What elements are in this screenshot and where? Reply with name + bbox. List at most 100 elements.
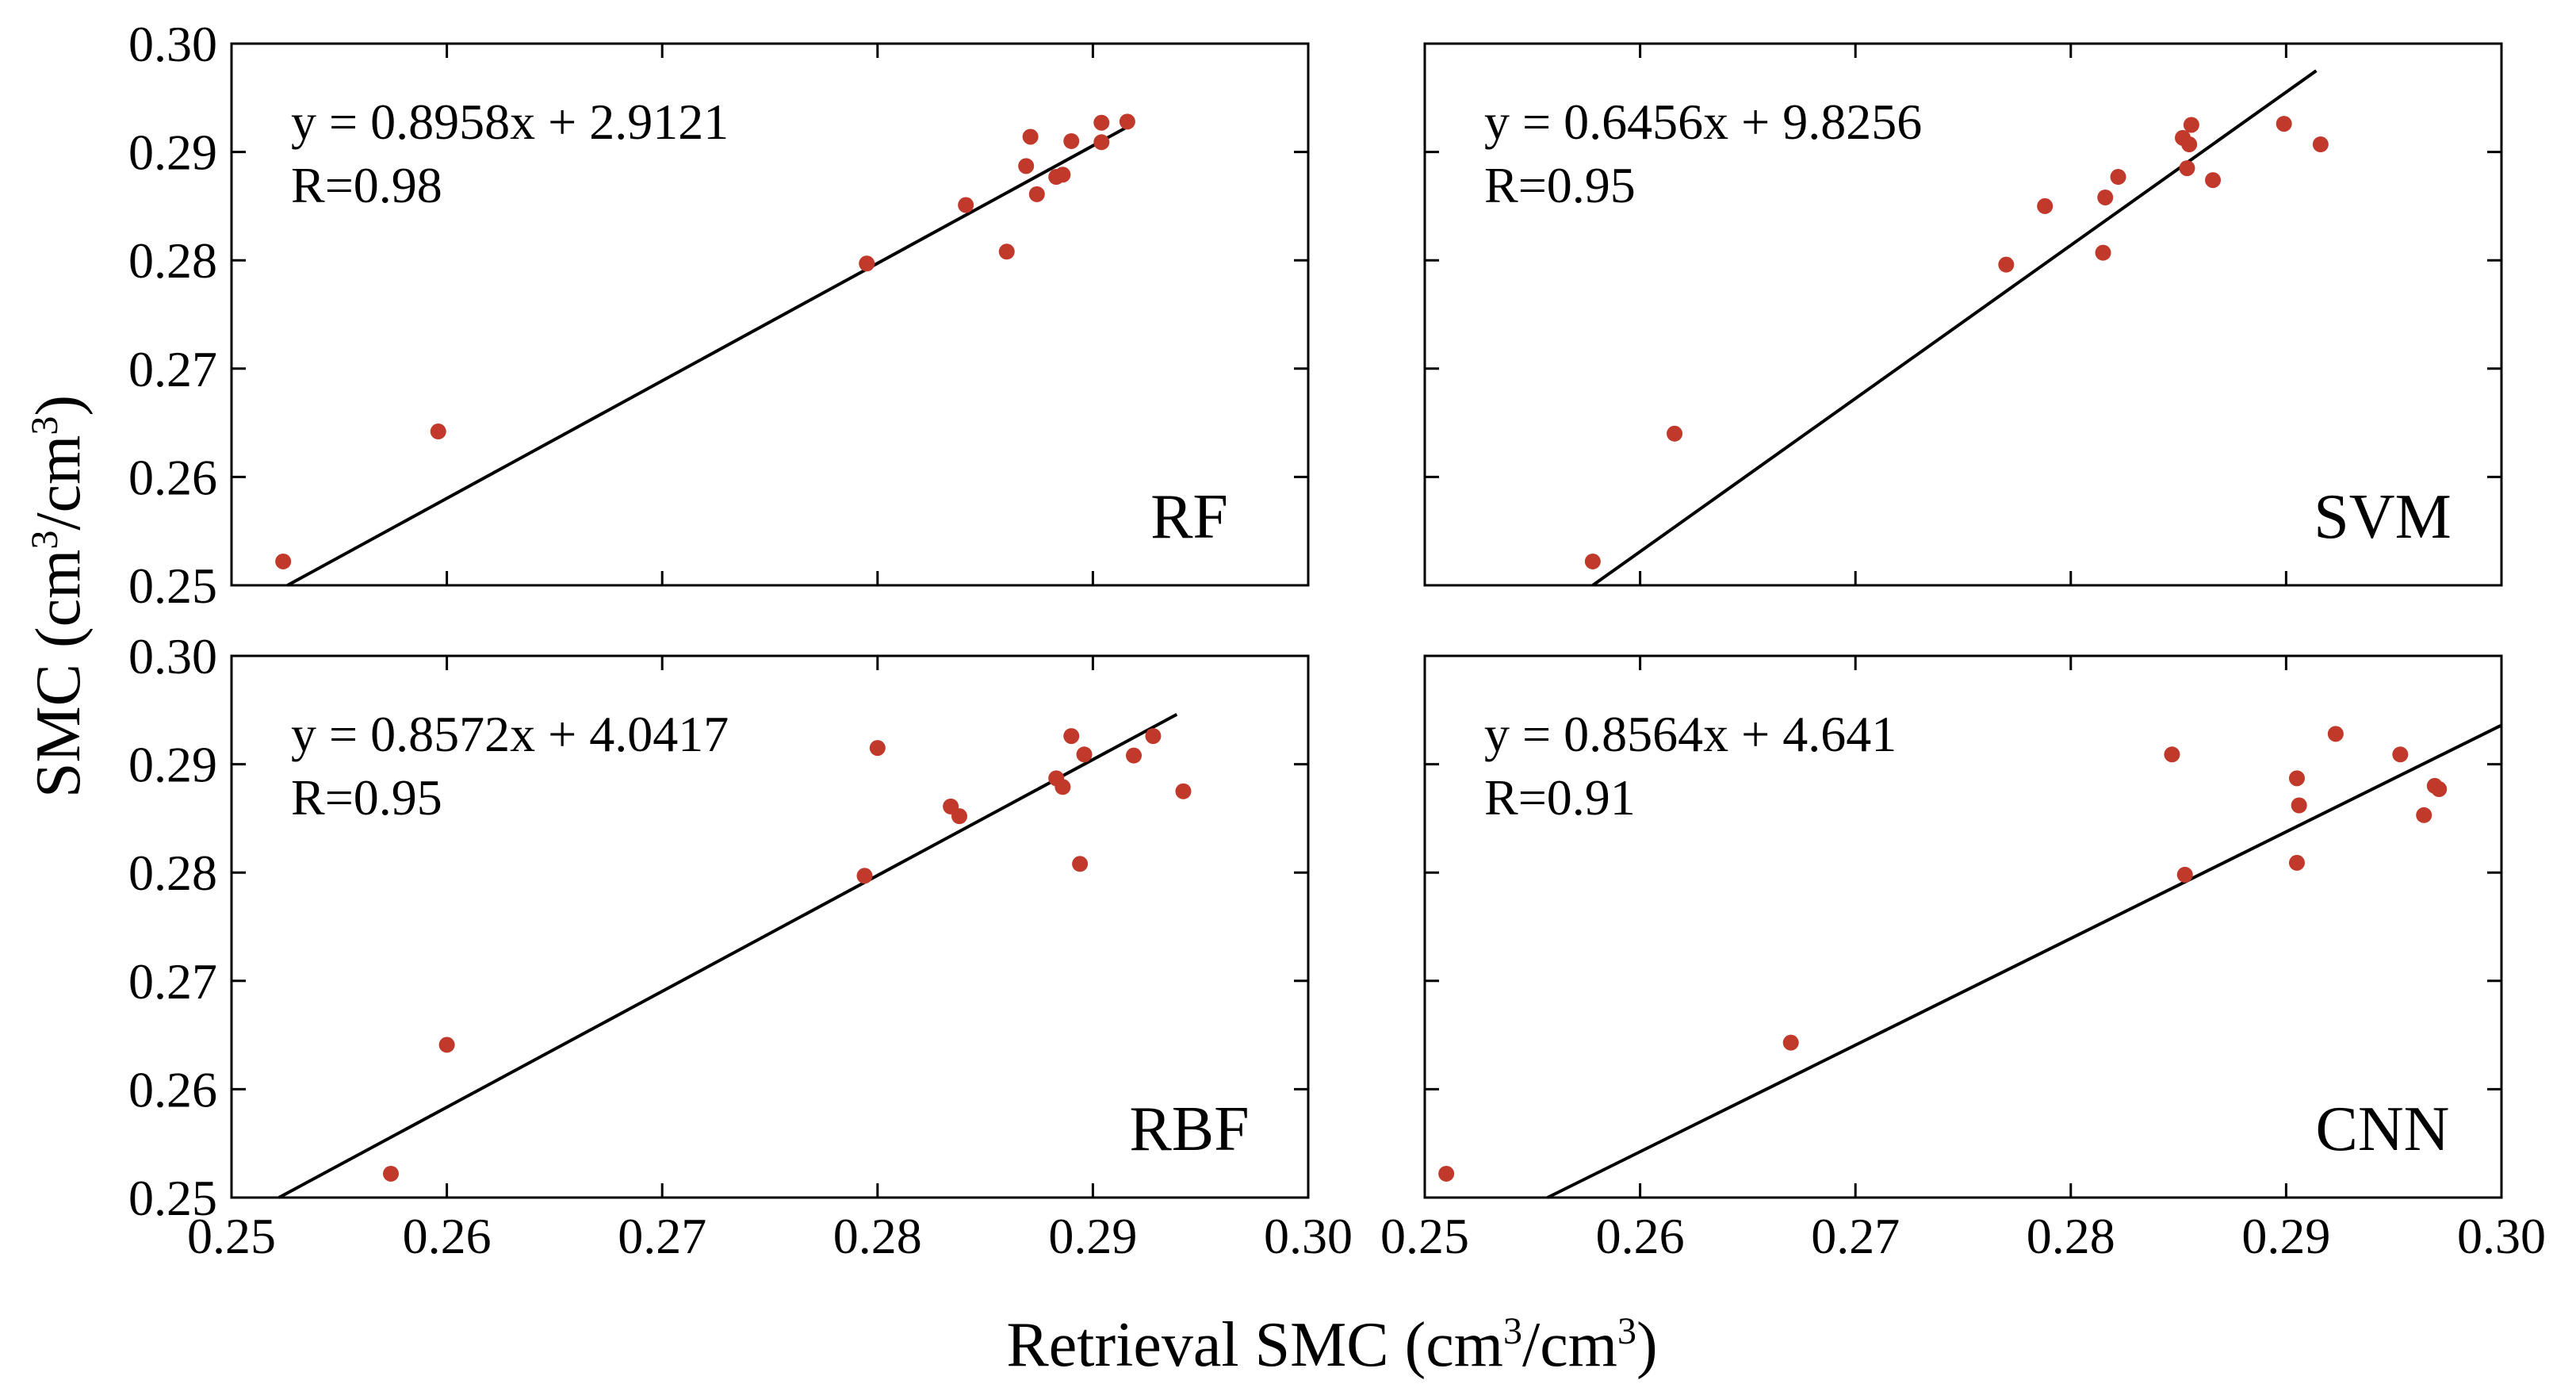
- data-point: [2183, 117, 2199, 133]
- x-tick-label: 0.27: [618, 1208, 706, 1264]
- fit-line: [278, 713, 1178, 1199]
- data-point: [2095, 244, 2111, 261]
- y-tick-label: 0.30: [128, 16, 217, 72]
- fit-line: [286, 126, 1127, 587]
- data-point: [2431, 781, 2448, 798]
- plot-frame: [1423, 42, 2503, 587]
- x-tick-label: 0.29: [2241, 1208, 2330, 1264]
- x-tick-label: 0.29: [1048, 1208, 1137, 1264]
- data-point: [951, 808, 968, 825]
- y-tick-label: 0.30: [128, 628, 217, 684]
- x-tick-label: 0.28: [2027, 1208, 2115, 1264]
- data-point: [2176, 866, 2193, 883]
- regression-equation: y = 0.6456x + 9.8256: [1484, 94, 1922, 150]
- x-tick-label: 0.27: [1811, 1208, 1900, 1264]
- model-label: RBF: [1129, 1094, 1249, 1164]
- fit-line: [1546, 723, 2502, 1199]
- data-point: [2288, 770, 2305, 787]
- panel-cnn: 0.25 0.26 0.27 0.28 0.29 0.30 y = 0.8564x + 4.…: [1380, 654, 2546, 1264]
- data-point: [1782, 1034, 1799, 1051]
- data-point: [1998, 256, 2015, 273]
- data-point: [2276, 116, 2292, 132]
- data-point: [1063, 728, 1080, 745]
- plot-frame: [230, 42, 1310, 587]
- data-point: [998, 243, 1015, 260]
- y-tick-label: 0.25: [128, 1170, 217, 1226]
- data-point: [2291, 797, 2307, 814]
- x-tick-label: 0.28: [833, 1208, 922, 1264]
- y-axis-title: SMC (cm3/cm3): [24, 395, 94, 798]
- data-point: [1028, 186, 1045, 202]
- regression-equation: y = 0.8564x + 4.641: [1484, 706, 1897, 762]
- y-tick-label: 0.28: [128, 232, 217, 289]
- data-point: [2205, 172, 2222, 189]
- x-tick-label: 0.25: [1380, 1208, 1469, 1264]
- data-point: [1072, 856, 1089, 872]
- data-point: [1055, 167, 1071, 183]
- data-point: [1093, 134, 1110, 151]
- y-tick-label: 0.29: [128, 125, 217, 181]
- data-point: [2288, 854, 2305, 871]
- x-tick-label: 0.30: [1264, 1208, 1353, 1264]
- x-tick-label: 0.30: [2457, 1208, 2546, 1264]
- data-point: [430, 424, 446, 440]
- y-tick-label: 0.27: [128, 341, 217, 397]
- data-point: [958, 197, 974, 213]
- data-point: [2164, 746, 2180, 763]
- y-tick-label: 0.25: [128, 558, 217, 614]
- correlation-r: R=0.91: [1484, 769, 1636, 826]
- correlation-r: R=0.95: [291, 769, 442, 826]
- data-point: [2416, 807, 2432, 823]
- data-point: [1093, 114, 1110, 131]
- data-point: [2181, 136, 2198, 153]
- model-label: RF: [1150, 482, 1228, 552]
- data-point: [1055, 779, 1071, 795]
- data-point: [869, 740, 886, 757]
- data-point: [1584, 553, 1601, 569]
- data-point: [1018, 158, 1035, 174]
- model-label: CNN: [2316, 1094, 2450, 1164]
- y-tick-label: 0.28: [128, 845, 217, 901]
- data-point: [1667, 425, 1683, 442]
- data-point: [856, 868, 873, 884]
- panels: 0.30 0.29 0.28 0.27 0.26 0.25 y = 0.8958x + 2.…: [128, 16, 2546, 1264]
- x-axis-title: Retrieval SMC (cm3/cm3): [1006, 1310, 1657, 1380]
- data-point: [2097, 189, 2114, 205]
- data-point: [1076, 746, 1093, 763]
- model-label: SVM: [2314, 482, 2451, 552]
- y-tick-label: 0.26: [128, 1061, 217, 1117]
- data-point: [859, 255, 875, 272]
- y-tick-label: 0.29: [128, 737, 217, 793]
- data-point: [2392, 746, 2409, 763]
- y-tick-label: 0.27: [128, 953, 217, 1010]
- panel-rbf: 0.25 0.30 0.26 0.29 0.27 0.28 0.28 0.27 0.29 0.26…: [128, 628, 1353, 1264]
- x-tick-label: 0.26: [403, 1208, 492, 1264]
- panel-svm: y = 0.6456x + 9.8256 R=0.95 SVM: [1423, 42, 2503, 587]
- data-point: [2110, 169, 2126, 186]
- panel-rf: 0.30 0.29 0.28 0.27 0.26 0.25 y = 0.8958x + 2.…: [128, 16, 1310, 614]
- correlation-r: R=0.95: [1484, 157, 1636, 213]
- data-point: [2179, 160, 2195, 177]
- plot-frame: [230, 654, 1310, 1199]
- regression-equation: y = 0.8958x + 2.9121: [291, 94, 729, 150]
- data-point: [2327, 726, 2344, 742]
- fit-line: [1591, 69, 2318, 587]
- data-point: [1063, 132, 1080, 149]
- data-point: [1126, 747, 1143, 764]
- data-point: [382, 1165, 399, 1182]
- y-tick-label: 0.26: [128, 449, 217, 505]
- data-point: [1438, 1165, 1455, 1182]
- data-point: [1175, 783, 1192, 799]
- data-point: [1119, 113, 1135, 130]
- data-point: [1022, 128, 1039, 145]
- data-point: [438, 1037, 455, 1053]
- data-point: [2312, 136, 2329, 153]
- data-point: [275, 553, 292, 569]
- plot-frame: [1423, 654, 2503, 1199]
- regression-equation: y = 0.8572x + 4.0417: [291, 706, 729, 762]
- data-point: [1145, 728, 1162, 745]
- correlation-r: R=0.98: [291, 157, 442, 213]
- x-tick-label: 0.26: [1596, 1208, 1685, 1264]
- x-tick-label: 0.25: [187, 1208, 276, 1264]
- data-point: [2037, 197, 2054, 214]
